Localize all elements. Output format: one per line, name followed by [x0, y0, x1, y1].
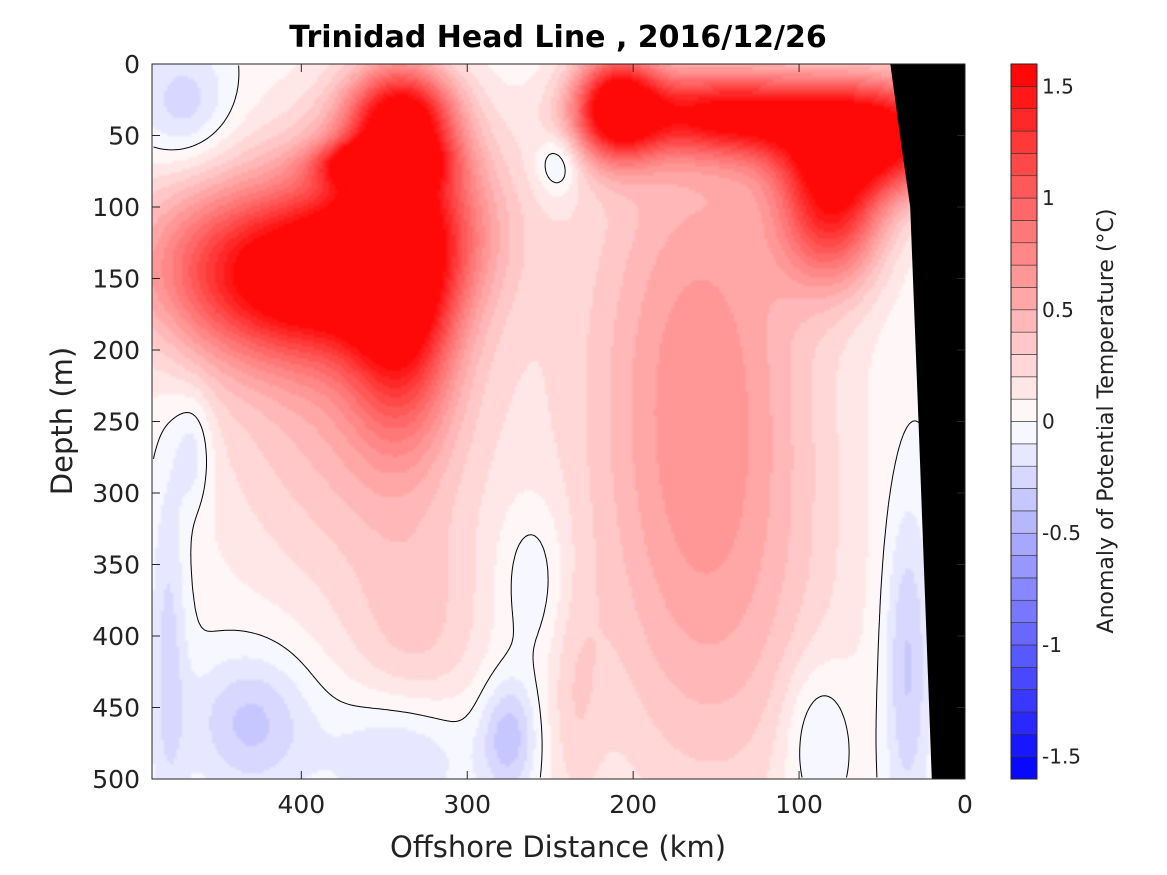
colorbar-band [1010, 220, 1038, 244]
colorbar-band [1010, 197, 1038, 221]
colorbar-band [1010, 599, 1038, 623]
colorbar-tick-label: -0.5 [1042, 521, 1081, 545]
colorbar-band [1010, 689, 1038, 713]
y-tick-label: 100 [92, 193, 140, 222]
x-tick-label: 0 [957, 790, 973, 819]
y-tick-label: 200 [92, 336, 140, 365]
colorbar-band [1010, 264, 1038, 288]
y-tick-label: 150 [92, 265, 140, 294]
x-axis-label: Offshore Distance (km) [390, 830, 726, 864]
colorbar-band [1010, 242, 1038, 266]
colorbar-band [1010, 63, 1038, 87]
colorbar-band [1010, 666, 1038, 690]
y-tick-label: 50 [108, 122, 140, 151]
x-tick-label: 200 [609, 790, 657, 819]
colorbar-band [1010, 376, 1038, 400]
colorbar-tick-label: 1.5 [1042, 74, 1074, 98]
y-axis-label: Depth (m) [45, 347, 79, 495]
colorbar-band [1010, 287, 1038, 311]
colorbar-bands [1010, 63, 1038, 780]
colorbar-band [1010, 555, 1038, 579]
colorbar-tick-label: 0 [1042, 410, 1055, 434]
colorbar-band [1010, 465, 1038, 489]
x-axis: 400 300 200 100 0 [277, 64, 973, 819]
colorbar-band [1010, 734, 1038, 757]
colorbar-tick-label: -1.5 [1042, 745, 1081, 769]
colorbar-band [1010, 309, 1038, 333]
colorbar-ticks: 1.5 1 0.5 0 -0.5 -1 -1.5 [1042, 74, 1081, 768]
colorbar-band [1010, 153, 1038, 177]
colorbar-band [1010, 756, 1038, 780]
colorbar-tick-label: -1 [1042, 633, 1062, 657]
colorbar-band [1010, 398, 1038, 422]
colorbar-band [1010, 331, 1038, 355]
colorbar-band [1010, 421, 1038, 445]
y-tick-label: 250 [92, 408, 140, 437]
colorbar: 1.5 1 0.5 0 -0.5 -1 -1.5 Anomaly of Potential … [1010, 63, 1119, 780]
colorbar-band [1010, 644, 1038, 668]
colorbar-band [1010, 577, 1038, 601]
colorbar-band [1010, 86, 1038, 109]
x-tick-label: 400 [277, 790, 325, 819]
colorbar-band [1010, 175, 1038, 199]
colorbar-label: Anomaly of Potential Temperature (°C) [1094, 209, 1119, 634]
x-tick-label: 300 [443, 790, 491, 819]
colorbar-band [1010, 622, 1038, 646]
colorbar-band [1010, 130, 1038, 154]
y-tick-label: 400 [92, 622, 140, 651]
colorbar-tick-label: 1 [1042, 186, 1055, 210]
chart-title: Trinidad Head Line , 2016/12/26 [289, 20, 826, 55]
y-tick-label: 450 [92, 694, 140, 723]
y-axis: 0 50 100 150 200 250 300 350 400 450 500 [92, 50, 965, 794]
anomaly-field [152, 64, 965, 779]
y-tick-label: 300 [92, 479, 140, 508]
colorbar-frame [1010, 63, 1038, 780]
seafloor-land-mask [890, 64, 965, 779]
colorbar-band [1010, 488, 1038, 512]
colorbar-band [1010, 532, 1038, 556]
colorbar-band [1010, 510, 1038, 534]
y-tick-label: 350 [92, 551, 140, 580]
colorbar-tick-label: 0.5 [1042, 298, 1074, 322]
colorbar-band [1010, 354, 1038, 378]
y-tick-label: 0 [124, 50, 140, 79]
y-tick-label: 500 [92, 765, 140, 794]
colorbar-band [1010, 443, 1038, 467]
plot-area [151, 63, 966, 780]
colorbar-band [1010, 711, 1038, 735]
colorbar-band [1010, 108, 1038, 132]
x-tick-label: 100 [775, 790, 823, 819]
